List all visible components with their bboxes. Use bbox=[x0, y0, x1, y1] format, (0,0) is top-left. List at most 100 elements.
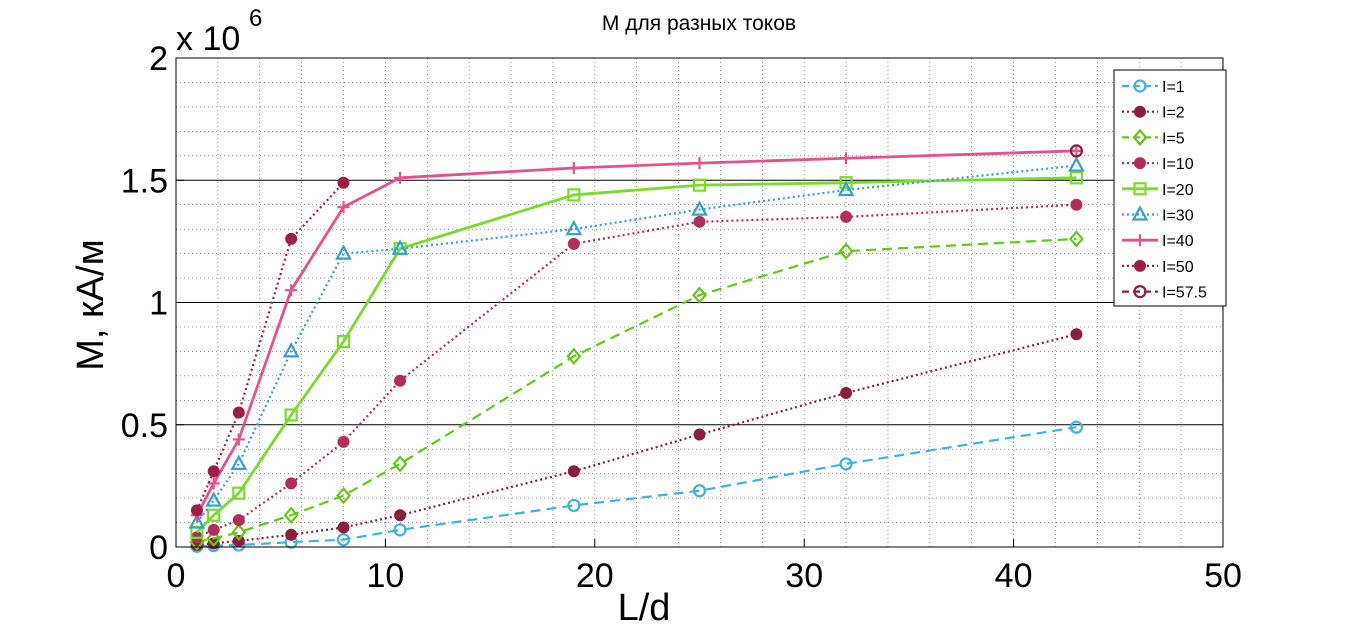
data-point bbox=[285, 284, 298, 297]
series-line bbox=[195, 176, 1077, 534]
y-tick-label: 0.5 bbox=[121, 407, 168, 445]
legend-item: I=5 bbox=[1122, 128, 1185, 147]
series-7 bbox=[190, 176, 350, 517]
data-point bbox=[1069, 144, 1084, 158]
data-point bbox=[190, 504, 203, 517]
data-point bbox=[285, 477, 298, 490]
x-tick-label: 10 bbox=[366, 557, 404, 595]
data-point bbox=[230, 454, 248, 470]
data-point bbox=[837, 180, 855, 197]
data-point bbox=[337, 176, 350, 189]
data-point bbox=[285, 232, 298, 245]
legend-item: I=20 bbox=[1122, 182, 1194, 199]
legend-item: I=1 bbox=[1122, 79, 1185, 96]
series-line bbox=[195, 149, 1077, 516]
data-point bbox=[840, 152, 853, 165]
chart-title: M для разных токов bbox=[602, 12, 796, 35]
data-point bbox=[693, 157, 706, 170]
data-point bbox=[691, 200, 708, 216]
data-point bbox=[394, 171, 407, 184]
legend-label: I=40 bbox=[1162, 233, 1194, 250]
y-tick-label: 0 bbox=[149, 529, 168, 567]
series-6 bbox=[190, 144, 1083, 522]
legend-item: I=57.5 bbox=[1122, 285, 1207, 302]
legend-item: I=30 bbox=[1122, 205, 1194, 225]
legend-marker bbox=[1134, 234, 1146, 247]
data-point bbox=[1070, 144, 1083, 157]
x-tick-label: 30 bbox=[785, 557, 823, 595]
data-point bbox=[394, 509, 407, 522]
data-point bbox=[336, 486, 351, 505]
x-tick-label: 50 bbox=[1204, 557, 1242, 595]
legend-label: I=5 bbox=[1162, 130, 1185, 147]
series-4 bbox=[190, 171, 1084, 539]
data-point bbox=[336, 335, 351, 349]
data-point bbox=[232, 433, 245, 446]
x-axis-label: L/d bbox=[618, 587, 671, 629]
data-point bbox=[335, 244, 352, 260]
data-point bbox=[1068, 230, 1084, 248]
legend-label: I=1 bbox=[1162, 79, 1185, 96]
x-tick-label: 20 bbox=[576, 557, 614, 595]
series-line bbox=[196, 203, 1077, 539]
data-point bbox=[840, 210, 853, 223]
legend-item: I=40 bbox=[1122, 233, 1194, 250]
legend-marker bbox=[1133, 285, 1147, 299]
series-1 bbox=[190, 328, 1083, 552]
data-point bbox=[394, 374, 407, 387]
data-point bbox=[207, 465, 220, 478]
data-point bbox=[839, 457, 853, 471]
data-point bbox=[840, 386, 853, 399]
series-line bbox=[196, 333, 1077, 547]
data-point bbox=[337, 201, 350, 214]
legend-label: I=2 bbox=[1162, 105, 1185, 122]
legend-marker bbox=[1132, 128, 1148, 147]
series-2 bbox=[189, 230, 1084, 551]
legend-label: I=50 bbox=[1162, 259, 1194, 276]
data-point bbox=[693, 215, 706, 228]
data-point bbox=[839, 176, 853, 190]
legend-item: I=10 bbox=[1122, 156, 1194, 173]
data-point bbox=[1070, 198, 1083, 211]
legend-label: I=20 bbox=[1162, 182, 1194, 199]
data-point bbox=[282, 342, 300, 358]
data-point bbox=[1069, 420, 1084, 434]
data-point bbox=[337, 521, 350, 534]
series-line bbox=[196, 426, 1077, 548]
legend-label: I=30 bbox=[1162, 208, 1194, 225]
data-point bbox=[284, 408, 298, 422]
data-point bbox=[336, 533, 351, 547]
series-3 bbox=[190, 198, 1083, 544]
data-point bbox=[232, 406, 245, 419]
data-point bbox=[207, 508, 221, 522]
data-point bbox=[392, 455, 408, 473]
y-axis-label: M, кА/м bbox=[70, 239, 112, 370]
y-tick-label: 2 bbox=[149, 40, 168, 78]
series-8 bbox=[1069, 144, 1084, 158]
y-tick-label: 1.5 bbox=[121, 162, 168, 200]
series-layer bbox=[188, 144, 1085, 553]
data-point bbox=[391, 239, 409, 255]
series-5 bbox=[188, 156, 1085, 529]
legend-marker bbox=[1133, 79, 1147, 93]
legend: I=1 I=2 I=5 I=10 I=20 I=30 I=40 I=50 I=57.5 bbox=[1113, 69, 1227, 307]
legend-item: I=50 bbox=[1122, 259, 1194, 276]
legend-marker bbox=[1134, 259, 1146, 272]
legend-marker bbox=[1134, 105, 1146, 118]
x-tick-label: 40 bbox=[995, 557, 1033, 595]
x-tick-label: 0 bbox=[167, 557, 186, 595]
data-point bbox=[205, 491, 223, 507]
data-point bbox=[1069, 171, 1084, 185]
data-point bbox=[232, 514, 245, 527]
y-axis-exponent: 6 bbox=[249, 5, 262, 32]
data-point bbox=[1070, 328, 1083, 341]
data-point bbox=[206, 529, 222, 548]
data-point bbox=[207, 523, 220, 536]
data-point bbox=[1068, 156, 1085, 172]
data-point bbox=[567, 237, 580, 250]
data-point bbox=[692, 286, 707, 304]
data-point bbox=[565, 219, 583, 236]
data-point bbox=[692, 178, 707, 192]
data-point bbox=[567, 162, 580, 175]
